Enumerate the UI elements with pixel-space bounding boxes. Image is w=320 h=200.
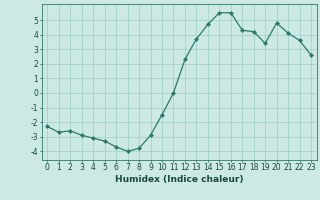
X-axis label: Humidex (Indice chaleur): Humidex (Indice chaleur) <box>115 175 244 184</box>
